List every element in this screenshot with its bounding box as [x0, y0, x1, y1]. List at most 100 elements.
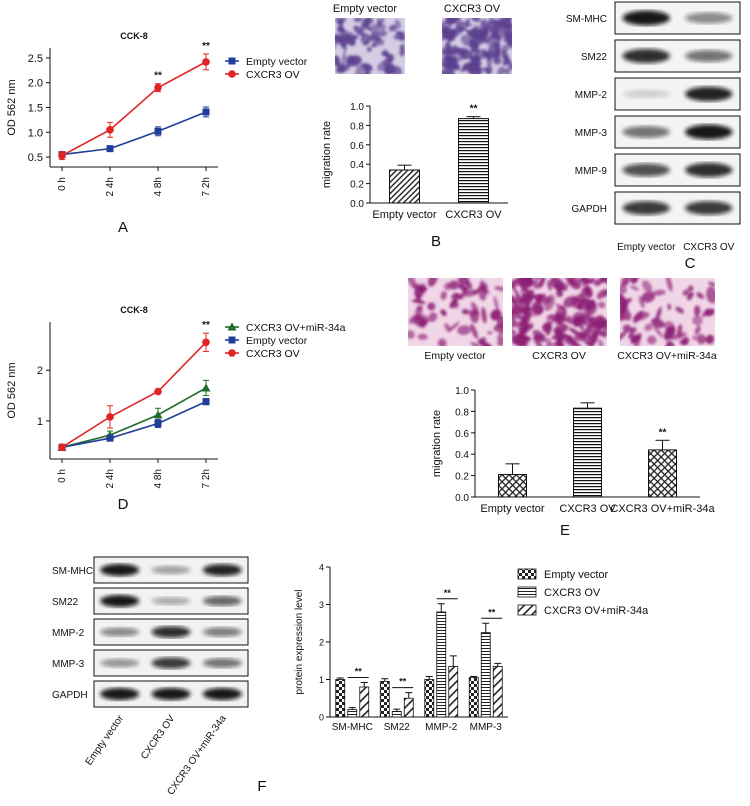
cell [336, 64, 350, 73]
legend-marker [228, 70, 236, 78]
cell [350, 35, 359, 41]
cell [620, 311, 626, 322]
cell [371, 43, 378, 48]
significance-marker: ** [399, 677, 407, 687]
blot-label-mmp-9: MMP-9 [575, 166, 608, 177]
legend-marker [228, 349, 236, 357]
cell [566, 315, 574, 325]
significance-marker: ** [202, 41, 210, 52]
data-point [154, 127, 162, 135]
significance-marker: ** [659, 427, 667, 438]
cell [681, 336, 690, 346]
cell [545, 338, 552, 346]
cell [376, 30, 388, 38]
cell [521, 307, 536, 311]
cell [457, 325, 471, 335]
y-axis-label: OD 562 nm [6, 362, 18, 418]
series-cxcr3-ov [58, 53, 210, 161]
cell [568, 338, 582, 346]
cell [470, 323, 479, 339]
cell [598, 339, 604, 346]
cell [437, 338, 447, 346]
cell [465, 281, 473, 290]
y-tick-label: 0.0 [350, 199, 364, 210]
cell [363, 63, 371, 74]
cell [375, 36, 380, 43]
blot-band [202, 627, 242, 637]
data-point [106, 413, 114, 421]
y-axis-label: protein expression level [294, 589, 305, 694]
cell [517, 336, 528, 346]
blot-band [202, 596, 242, 606]
y-tick-label: 1 [37, 416, 43, 428]
x-tick-label-cxcr3-ov-mir-34a: CXCR3 OV+miR-34a [610, 503, 715, 515]
cell [470, 342, 481, 346]
cell [497, 336, 503, 346]
data-point [153, 410, 163, 419]
cell [342, 50, 346, 67]
cell [470, 27, 478, 35]
blot-label-sm-mhc: SM-MHC [52, 566, 93, 577]
panel-label-c: C [685, 255, 696, 272]
cell [486, 18, 496, 27]
cell [622, 324, 632, 333]
blot-band [685, 124, 733, 140]
cell [461, 285, 468, 297]
legend-label-cxcr3-ov: CXCR3 OV [246, 69, 300, 81]
data-point [154, 387, 162, 396]
legend-marker [228, 57, 236, 65]
cell [486, 50, 493, 67]
cell [444, 282, 452, 291]
cell [478, 283, 487, 301]
cell [508, 39, 512, 49]
cell [634, 332, 642, 344]
x-tick-label-empty-vector: Empty vector [372, 209, 437, 221]
cell [442, 49, 447, 55]
cell [459, 26, 467, 33]
cell [483, 66, 491, 74]
cell [535, 293, 544, 303]
blot-lane-empty-vector: Empty vector [84, 713, 127, 768]
panel-label-e: E [560, 522, 570, 539]
cell [665, 278, 673, 292]
cell [417, 333, 428, 340]
cell [555, 335, 563, 346]
cell-blobs [335, 18, 405, 74]
western-blot-f: SM-MHC SM22 MMP-2 MMP-3 GAPDH Empty vector CXC… [52, 556, 249, 797]
cell [532, 330, 547, 343]
cell [363, 22, 372, 31]
cell [370, 23, 380, 37]
blot-lane-empty-vector: Empty vector [617, 242, 676, 253]
legend-swatch [517, 568, 537, 580]
cell [682, 289, 690, 296]
cell [587, 304, 598, 316]
cell [490, 309, 502, 321]
series-cxcr3-ov-mir-34a [57, 379, 211, 451]
cell [538, 278, 546, 289]
cell [496, 40, 501, 59]
cell [544, 320, 553, 329]
micrograph-e-cxcr3-ov [512, 278, 607, 346]
cell [408, 319, 415, 324]
cell [460, 34, 473, 47]
legend-label-cxcr3-ov-mir-34a: CXCR3 OV+miR-34a [246, 322, 346, 334]
cell [453, 292, 464, 300]
data-point [202, 58, 210, 66]
cell [395, 30, 400, 35]
bar-mmp-3-empty-vector [468, 677, 479, 718]
chart-a-cck8: 0.5 1.0 1.5 2.0 2.5 0 h 2 4h 4 8h 7 2h OD 562 nm C… [6, 31, 308, 196]
cell [395, 19, 401, 29]
cell [386, 53, 395, 62]
cell [647, 335, 657, 345]
series-line [61, 61, 207, 157]
cell [481, 306, 487, 324]
cell [339, 32, 349, 48]
cell [599, 330, 607, 338]
cell [462, 61, 473, 68]
cell [533, 336, 543, 346]
cell [512, 329, 517, 334]
cell [446, 46, 458, 55]
bar-mmp-2-empty-vector [424, 679, 435, 718]
cell [448, 280, 460, 290]
y-tick-label: 1.0 [350, 102, 364, 113]
